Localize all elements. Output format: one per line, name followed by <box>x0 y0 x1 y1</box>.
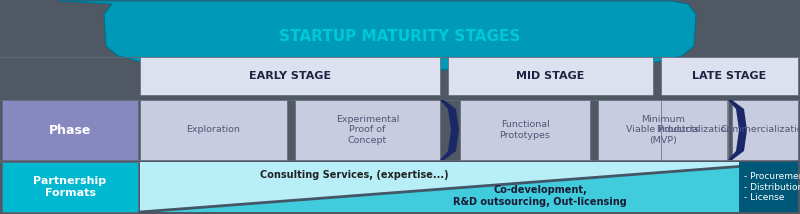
Text: Exploration: Exploration <box>186 125 241 135</box>
Text: Industrialization: Industrialization <box>656 125 732 135</box>
Polygon shape <box>440 100 459 160</box>
Text: Minimum
Viable Products
(MVP): Minimum Viable Products (MVP) <box>626 115 700 145</box>
Text: MID STAGE: MID STAGE <box>516 71 585 81</box>
Text: Co-development,
R&D outsourcing, Out-licensing: Co-development, R&D outsourcing, Out-lic… <box>453 185 627 207</box>
Bar <box>448 57 653 95</box>
Bar <box>460 100 590 160</box>
Bar <box>140 57 440 95</box>
Bar <box>598 100 728 160</box>
Text: EARLY STAGE: EARLY STAGE <box>249 71 331 81</box>
Text: - Procurement
- Distribution
- License: - Procurement - Distribution - License <box>744 172 800 202</box>
Text: Experimental
Proof of
Concept: Experimental Proof of Concept <box>336 115 399 145</box>
Text: Consulting Services, (expertise...): Consulting Services, (expertise...) <box>260 170 449 180</box>
Bar <box>295 100 440 160</box>
Text: Phase: Phase <box>49 123 91 137</box>
Bar <box>140 100 287 160</box>
Bar <box>661 57 798 95</box>
Polygon shape <box>140 162 798 212</box>
Bar <box>732 100 798 160</box>
Text: Commercialization: Commercialization <box>721 125 800 135</box>
Polygon shape <box>58 1 696 72</box>
Text: Partnership
Formats: Partnership Formats <box>34 176 106 198</box>
Bar <box>2 100 138 160</box>
Bar <box>661 100 727 160</box>
Text: LATE STAGE: LATE STAGE <box>692 71 766 81</box>
Text: Functional
Prototypes: Functional Prototypes <box>499 120 550 140</box>
Bar <box>739 162 798 212</box>
Polygon shape <box>728 100 747 160</box>
Polygon shape <box>140 162 798 212</box>
Text: STARTUP MATURITY STAGES: STARTUP MATURITY STAGES <box>279 28 521 43</box>
Bar <box>2 162 138 212</box>
